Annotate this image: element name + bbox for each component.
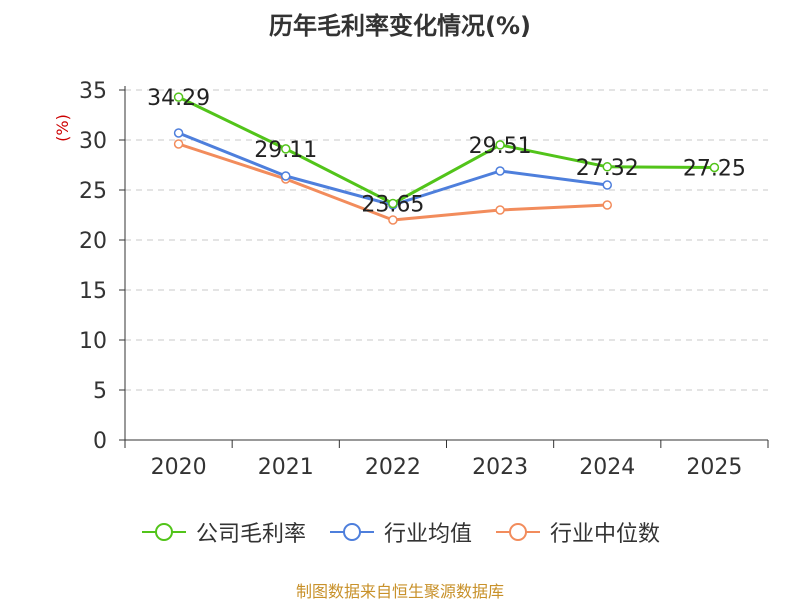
y-axis-label: (%) xyxy=(53,114,72,142)
data-point xyxy=(173,128,184,138)
legend-marker-industry-median xyxy=(496,523,540,541)
x-tick-label: 2025 xyxy=(686,455,742,480)
data-label: 27.25 xyxy=(683,157,746,182)
y-tick-label: 10 xyxy=(79,329,107,354)
data-point xyxy=(173,139,184,149)
data-point xyxy=(173,92,184,102)
x-tick-label: 2024 xyxy=(579,455,635,480)
x-tick-label: 2021 xyxy=(258,455,314,480)
data-label: 23.65 xyxy=(361,193,424,218)
y-tick-label: 30 xyxy=(79,129,107,154)
legend-label-industry-mean: 行业均值 xyxy=(383,522,472,547)
data-point xyxy=(281,171,291,181)
y-tick-label: 20 xyxy=(79,229,107,254)
data-point xyxy=(495,205,505,215)
data-point xyxy=(495,140,505,150)
chart-title: 历年毛利率变化情况(%) xyxy=(269,12,531,40)
legend-label-industry-median: 行业中位数 xyxy=(550,522,661,547)
y-tick-label: 25 xyxy=(79,179,107,204)
legend-label-company-margin: 公司毛利率 xyxy=(195,522,306,547)
series-line xyxy=(177,95,715,205)
data-label: 34.29 xyxy=(147,86,210,111)
x-tick-label: 2022 xyxy=(365,455,421,480)
data-point xyxy=(388,215,398,225)
x-tick-label: 2023 xyxy=(472,455,528,480)
data-point xyxy=(281,144,291,154)
legend-item-industry-median[interactable]: 行业中位数 xyxy=(494,516,660,548)
y-tick-label: 35 xyxy=(79,79,107,104)
data-point xyxy=(602,162,612,172)
data-point xyxy=(388,198,398,209)
x-tick-label: 2020 xyxy=(151,455,207,480)
data-label: 29.11 xyxy=(254,138,317,163)
legend: 公司毛利率 行业均值 行业中位数 xyxy=(0,516,800,548)
y-tick-label: 15 xyxy=(79,279,107,304)
y-tick-label: 5 xyxy=(93,379,107,404)
legend-item-industry-mean[interactable]: 行业均值 xyxy=(328,516,472,548)
y-tick-label: 0 xyxy=(93,429,107,454)
source-note: 制图数据来自恒生聚源数据库 xyxy=(295,582,504,601)
data-point xyxy=(602,180,612,190)
legend-marker-industry-mean xyxy=(329,523,374,541)
data-point xyxy=(709,162,720,173)
data-label: 29.51 xyxy=(469,134,532,159)
data-label: 27.32 xyxy=(576,156,639,181)
data-point xyxy=(495,166,505,176)
legend-item-company-margin[interactable]: 公司毛利率 xyxy=(140,516,306,548)
legend-marker-company-margin xyxy=(141,523,186,541)
data-point xyxy=(602,200,612,210)
